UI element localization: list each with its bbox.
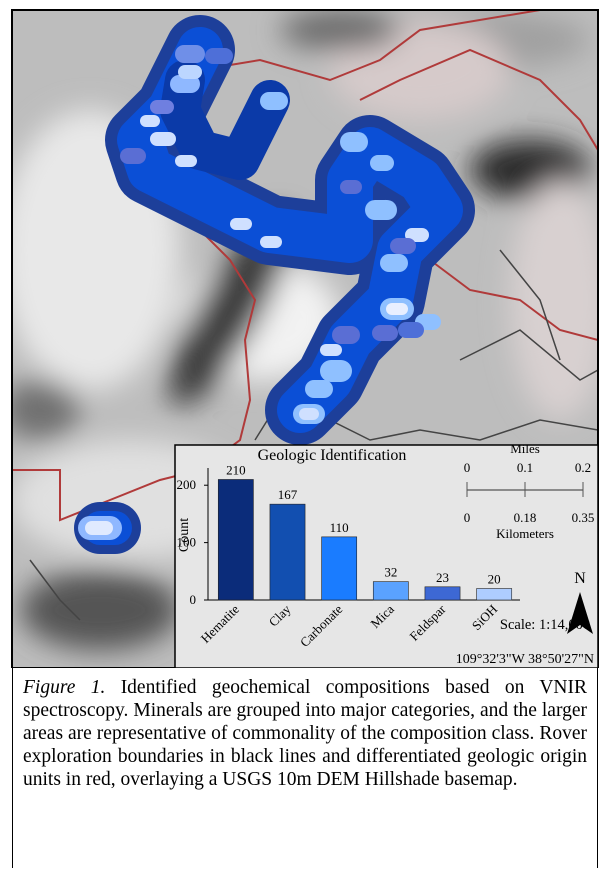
km-tick: 0.18 xyxy=(514,510,537,525)
bar xyxy=(373,582,408,600)
miles-tick: 0.2 xyxy=(575,460,591,475)
coordinates: 109°32'3"W 38°50'27"N xyxy=(456,652,594,667)
bar xyxy=(425,587,460,600)
km-tick: 0 xyxy=(464,510,471,525)
bar xyxy=(322,537,357,600)
miles-label: Miles xyxy=(510,441,540,456)
y-tick-label: 200 xyxy=(177,477,197,492)
caption: Figure 1. Identified geochemical composi… xyxy=(12,668,598,868)
bar xyxy=(218,479,253,600)
value-label: 210 xyxy=(226,462,246,477)
miles-tick: 0 xyxy=(464,460,471,475)
y-tick-label: 0 xyxy=(190,592,197,607)
value-label: 32 xyxy=(384,565,397,580)
scale-text: Scale: 1:14,000 xyxy=(500,617,590,633)
value-label: 110 xyxy=(330,520,349,535)
figure-label: Figure 1. xyxy=(23,677,105,698)
km-label: Kilometers xyxy=(496,526,554,541)
value-label: 20 xyxy=(488,572,501,587)
value-label: 23 xyxy=(436,570,449,585)
miles-tick: 0.1 xyxy=(517,460,533,475)
figure: Geologic IdentificationCount0100200210He… xyxy=(0,0,610,877)
map: Geologic IdentificationCount0100200210He… xyxy=(0,0,610,668)
caption-text: Identified geochemical compositions base… xyxy=(23,677,587,790)
value-label: 167 xyxy=(278,487,298,502)
chart-title: Geologic Identification xyxy=(258,447,407,464)
north-label: N xyxy=(574,570,586,587)
bar xyxy=(477,589,512,600)
y-tick-label: 100 xyxy=(177,535,197,550)
bar xyxy=(270,504,305,600)
km-tick: 0.35 xyxy=(572,510,595,525)
